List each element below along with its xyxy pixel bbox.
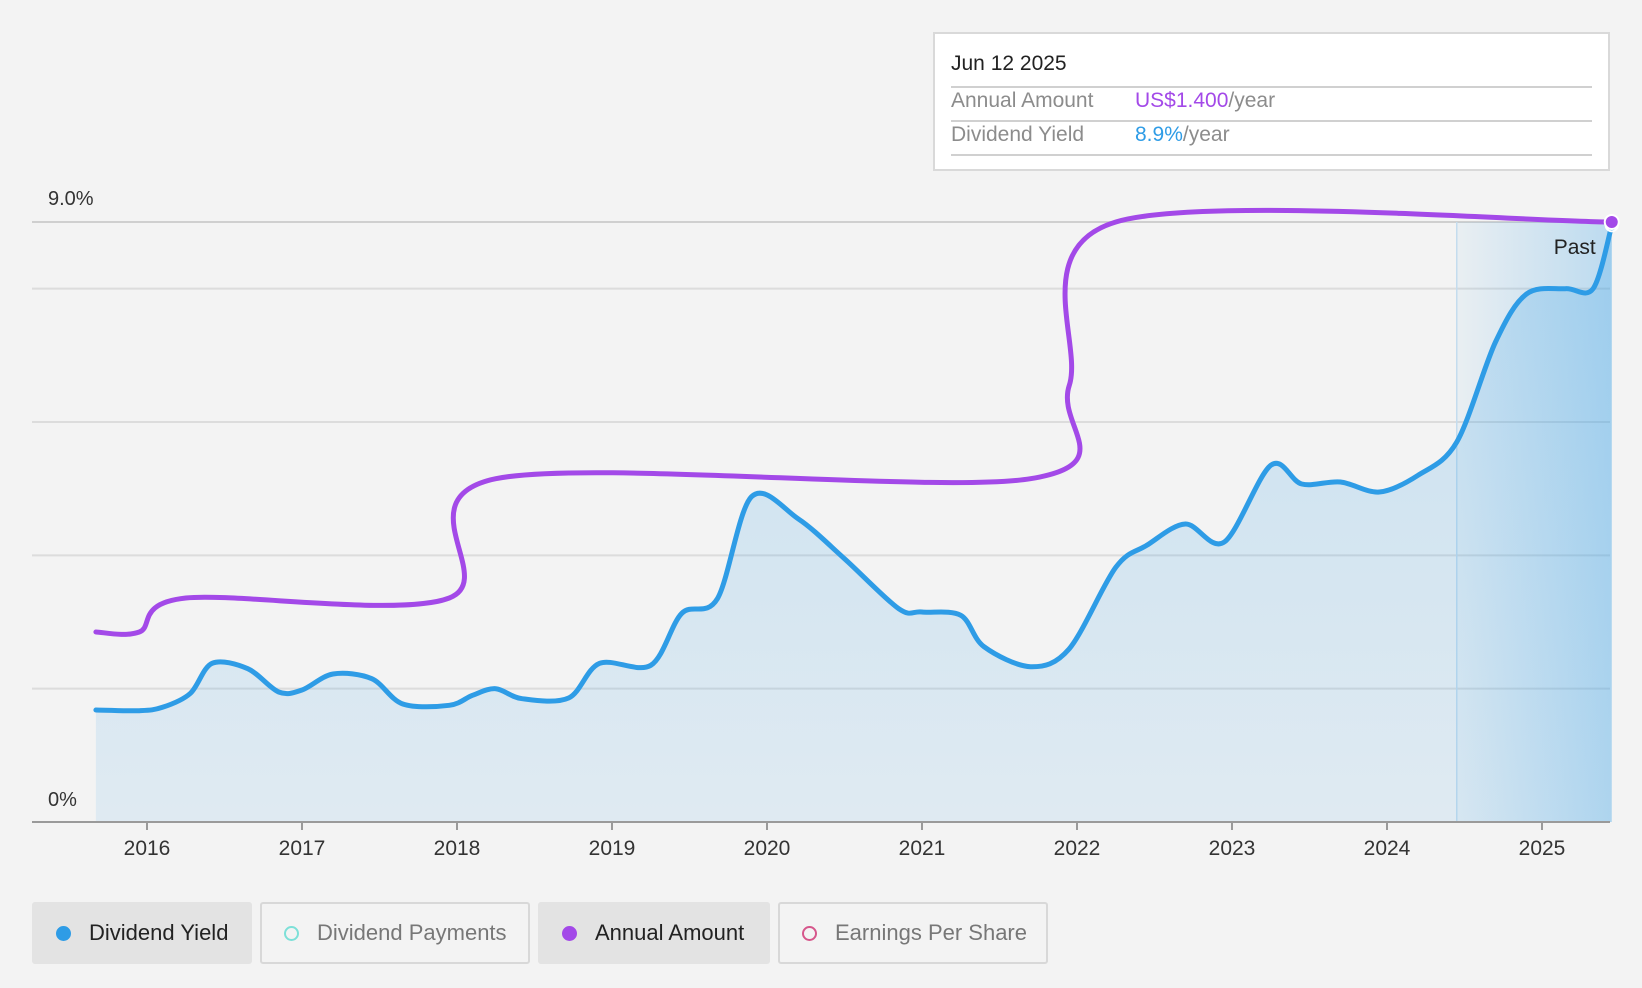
tooltip-date: Jun 12 2025: [951, 52, 1067, 75]
legend-label: Annual Amount: [595, 920, 745, 945]
x-tick-label: 2020: [744, 837, 791, 860]
tooltip-divider: [951, 154, 1592, 156]
legend-label: Earnings Per Share: [835, 920, 1027, 945]
filled-dot-icon: [562, 925, 577, 941]
dividend-yield-line[interactable]: [93, 222, 1615, 714]
tooltip-row-label: Annual Amount: [951, 89, 1094, 112]
series-layer: [93, 207, 1620, 823]
tooltip-yield-value: 8.9%: [1135, 123, 1183, 146]
tooltip-row-value: 8.9%/year: [1135, 123, 1230, 147]
legend-annual-amount-button[interactable]: Annual Amount: [538, 902, 770, 964]
tooltip-divider: [951, 86, 1592, 88]
legend-dividend-yield-button[interactable]: Dividend Yield: [32, 902, 252, 964]
tooltip-annual-amount-value: US$1.400: [1135, 89, 1229, 112]
y-min-label: 0%: [48, 789, 77, 811]
x-tick-label: 2022: [1054, 837, 1101, 860]
x-tick-label: 2019: [589, 837, 636, 860]
x-tick-label: 2025: [1519, 837, 1566, 860]
annual-amount-endpoint: [1603, 214, 1620, 230]
annual-amount-line[interactable]: [93, 207, 1615, 637]
past-label: Past: [1554, 236, 1596, 259]
x-tick-label: 2021: [899, 837, 946, 860]
dividend-yield-area: [95, 225, 1612, 823]
hollow-dot-icon: [284, 925, 299, 941]
legend-label: Dividend Payments: [317, 920, 507, 945]
y-axis-labels: 9.0% 0%: [48, 188, 94, 811]
filled-dot-icon: [56, 925, 71, 941]
x-tick-label: 2023: [1209, 837, 1256, 860]
tooltip-row-value: US$1.400/year: [1135, 89, 1275, 113]
tooltip-annual-amount-suffix: /year: [1228, 89, 1276, 112]
hollow-dot-icon: [802, 925, 817, 941]
x-axis: 2016 2017 2018 2019 2020 2021 2022 2023 2024 2025: [32, 821, 1610, 860]
tooltip: Jun 12 2025 Annual Amount US$1.400/year …: [933, 32, 1610, 171]
x-tick-label: 2024: [1364, 837, 1411, 860]
tooltip-row-label: Dividend Yield: [951, 123, 1085, 146]
tooltip-divider: [951, 120, 1592, 122]
legend-earnings-per-share-button[interactable]: Earnings Per Share: [778, 902, 1048, 964]
x-tick-label: 2018: [434, 837, 481, 860]
legend-dividend-payments-button[interactable]: Dividend Payments: [260, 902, 530, 964]
y-max-label: 9.0%: [48, 188, 94, 210]
x-tick-label: 2016: [124, 837, 171, 860]
tooltip-yield-suffix: /year: [1182, 123, 1230, 146]
legend-label: Dividend Yield: [89, 920, 229, 945]
x-tick-label: 2017: [279, 837, 326, 860]
